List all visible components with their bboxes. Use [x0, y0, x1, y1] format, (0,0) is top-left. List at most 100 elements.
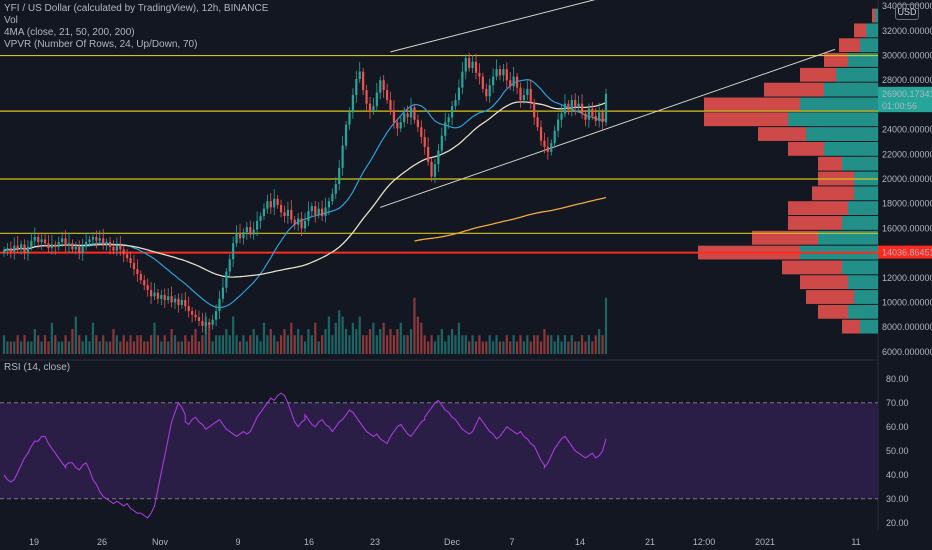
candle-body — [368, 103, 372, 112]
volume-bar — [119, 341, 122, 354]
candle-body — [577, 103, 580, 108]
candle-body — [146, 285, 149, 291]
vpvr-row-down — [818, 156, 842, 171]
vpvr-row-up — [806, 127, 878, 141]
legend-symbol[interactable]: YFI / US Dollar (calculated by TradingVi… — [4, 3, 269, 14]
candle-body — [57, 241, 60, 247]
candle-body — [187, 306, 190, 312]
candle-body — [338, 167, 341, 184]
time-tick-label: 26 — [97, 537, 107, 547]
volume-bar — [375, 335, 378, 354]
time-tick-label: 14 — [575, 537, 585, 547]
candle-body — [553, 130, 556, 144]
volume-bar — [84, 335, 88, 354]
candle-body — [324, 207, 327, 217]
candle-body — [262, 208, 266, 217]
vpvr-row-up — [854, 290, 878, 304]
volume-bar — [362, 335, 365, 354]
candle-body — [498, 69, 502, 76]
ma200-line — [414, 196, 607, 242]
candle-body — [16, 245, 19, 250]
volume-bar — [440, 329, 443, 354]
price-tick-label: 10000.000000 — [882, 297, 932, 307]
candle-body — [314, 206, 317, 215]
candle-body — [348, 112, 351, 125]
legend-ma[interactable]: 4MA (close, 21, 50, 200, 200) — [4, 27, 135, 38]
candle-body — [115, 245, 118, 251]
vpvr-row-up — [860, 319, 878, 334]
candle-body — [519, 87, 522, 100]
candle-body — [420, 127, 423, 138]
volume-bar — [457, 322, 461, 354]
candle-body — [307, 211, 310, 221]
volume-bar — [218, 335, 221, 354]
volume-bar — [221, 335, 225, 354]
vpvr-row-up — [824, 141, 878, 156]
rsi-tick-label: 30.00 — [886, 494, 909, 504]
candle-body — [221, 287, 225, 299]
price-tick-label: 6000.000000 — [882, 347, 932, 357]
candle-body — [184, 299, 187, 307]
volume-bar — [314, 322, 317, 354]
candle-body — [310, 206, 313, 212]
volume-bar — [156, 335, 160, 354]
candle-body — [290, 209, 293, 220]
price-tick-label: 34000.000000 — [882, 1, 932, 11]
volume-bar — [187, 341, 190, 354]
candle-body — [84, 241, 88, 247]
price-tag-bg — [878, 86, 932, 100]
candle-body — [153, 292, 156, 297]
candle-body — [6, 248, 9, 251]
volume-bar — [502, 341, 505, 354]
candle-body — [492, 76, 495, 86]
volume-bar — [481, 341, 484, 354]
volume-bar — [591, 341, 594, 354]
time-tick-label: 23 — [370, 537, 380, 547]
time-tick-label: 12:00 — [693, 537, 716, 547]
candlesticks — [2, 52, 608, 334]
vpvr-row-down — [854, 23, 866, 38]
rsi-legend[interactable]: RSI (14, close) — [4, 362, 71, 373]
legend-vol[interactable]: Vol — [4, 15, 18, 26]
volume-bar — [488, 335, 491, 354]
candle-body — [437, 150, 440, 165]
currency-button[interactable]: USD — [895, 4, 919, 20]
candle-body — [98, 238, 101, 241]
candle-body — [598, 112, 601, 121]
volume-bar — [485, 341, 488, 354]
price-tick-label: 22000.000000 — [882, 149, 932, 159]
candle-body — [74, 246, 77, 250]
volume-bar — [149, 335, 153, 354]
vpvr-row-up — [842, 260, 878, 275]
candle-body — [201, 320, 204, 326]
candle-body — [30, 240, 33, 247]
volume-bar — [67, 341, 71, 354]
vpvr-row-down — [704, 97, 800, 112]
candle-body — [495, 69, 498, 77]
candle-body — [170, 296, 173, 303]
volume-bar — [204, 316, 207, 354]
volume-bar — [601, 335, 604, 354]
volume-bar — [6, 341, 9, 354]
volume-bar — [108, 341, 112, 354]
volume-bar — [235, 335, 238, 354]
candle-body — [214, 311, 218, 320]
volume-bar — [348, 335, 351, 354]
candle-body — [40, 239, 43, 242]
volume-bar — [365, 335, 368, 354]
candle-body — [392, 109, 396, 123]
volume-bar — [88, 341, 91, 354]
price-tick-label: 8000.000000 — [882, 322, 932, 332]
vpvr-row-up — [824, 82, 878, 97]
candle-body — [587, 108, 590, 120]
legend-vpvr[interactable]: VPVR (Number Of Rows, 24, Up/Down, 70) — [4, 39, 198, 50]
candle-body — [149, 290, 153, 297]
volume-bar — [550, 335, 553, 354]
candle-body — [266, 201, 269, 209]
volume-bar — [536, 335, 539, 354]
candle-body — [78, 246, 81, 254]
candle-body — [108, 241, 112, 247]
volume-bar — [238, 341, 242, 354]
candle-body — [276, 198, 279, 205]
